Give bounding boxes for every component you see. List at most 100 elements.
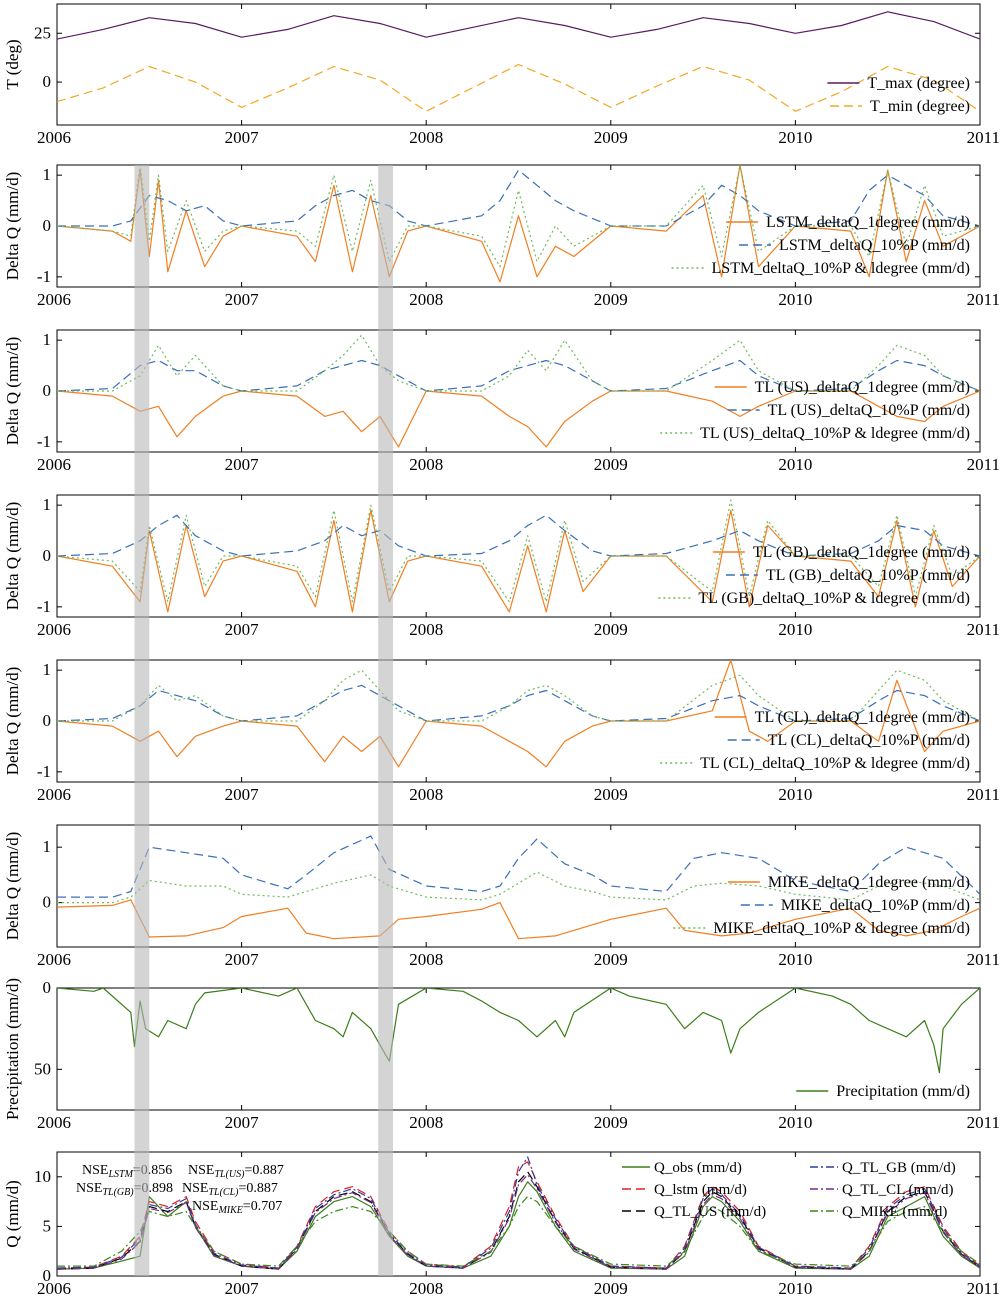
legend: Q_obs (mm/d) Q_lstm (mm/d) Q_TL_US (mm/d) Q… xyxy=(622,1160,956,1220)
y-axis-label: Delta Q (mm/d) xyxy=(3,172,22,281)
legend-label: TL (US)_deltaQ_1degree (mm/d) xyxy=(755,379,970,396)
series-line-5 xyxy=(57,1174,980,1270)
x-tick-label: 2009 xyxy=(594,620,628,639)
series-line-1 xyxy=(57,988,980,1074)
legend-label: LSTM_deltaQ_1degree (mm/d) xyxy=(766,214,970,231)
y-tick-label: 1 xyxy=(43,495,52,514)
legend-label: Q_TL_CL (mm/d) xyxy=(842,1182,954,1198)
x-tick-label: 2007 xyxy=(225,455,260,474)
x-tick-label: 2009 xyxy=(594,1113,628,1132)
x-tick-label: 2008 xyxy=(409,950,443,969)
x-tick-label: 2009 xyxy=(594,950,628,969)
legend: T_max (degree) T_min (degree) xyxy=(827,75,970,115)
legend-label: LSTM_deltaQ_10%P (mm/d) xyxy=(779,237,970,254)
x-tick-label: 2007 xyxy=(225,620,260,639)
y-tick-label: 0 xyxy=(43,711,52,730)
series-line-2 xyxy=(57,169,980,227)
x-tick-label: 2011 xyxy=(967,950,1000,969)
series-lines xyxy=(57,165,980,283)
highlight-band-2 xyxy=(378,165,393,1276)
legend-label: Q_TL_GB (mm/d) xyxy=(842,1160,956,1176)
y-axis-label: Precipitation (mm/d) xyxy=(3,978,22,1120)
x-tick-label: 2007 xyxy=(225,1113,260,1132)
y-tick-label: -1 xyxy=(37,432,51,451)
x-tick-label: 2011 xyxy=(967,1279,1000,1298)
x-tick-label: 2011 xyxy=(967,1113,1000,1132)
x-tick-label: 2011 xyxy=(967,455,1000,474)
x-tick-label: 2008 xyxy=(409,290,443,309)
y-tick-label: 1 xyxy=(43,330,52,349)
x-tick-label: 2008 xyxy=(409,455,443,474)
series-line-6 xyxy=(57,1195,980,1267)
x-tick-label: 2010 xyxy=(778,128,812,147)
x-tick-label: 2009 xyxy=(594,1279,628,1298)
x-tick-label: 2010 xyxy=(778,620,812,639)
x-tick-label: 2010 xyxy=(778,1113,812,1132)
series-line-1 xyxy=(57,390,980,448)
y-axis-label: Q (mm/d) xyxy=(3,1180,22,1248)
x-tick-label: 2007 xyxy=(225,1279,260,1298)
y-tick-label: 0 xyxy=(43,381,52,400)
series-line-3 xyxy=(57,499,980,603)
y-tick-label: 1 xyxy=(43,660,52,679)
x-tick-label: 2010 xyxy=(778,950,812,969)
nse-label: NSETL(GB)=0.898 xyxy=(76,1181,173,1198)
series-lines xyxy=(57,660,980,768)
y-axis-label: Delta Q (mm/d) xyxy=(3,832,22,941)
legend-label: Q_MIKE (mm/d) xyxy=(842,1204,947,1220)
nse-label: NSEMIKE=0.707 xyxy=(192,1199,282,1216)
y-axis-label: Delta Q (mm/d) xyxy=(3,502,22,611)
y-tick-label: 0 xyxy=(43,978,52,997)
x-tick-label: 2011 xyxy=(967,290,1000,309)
legend-label: T_max (degree) xyxy=(867,75,970,92)
x-tick-label: 2010 xyxy=(778,290,812,309)
legend-label: TL (US)_deltaQ_10%P & ldegree (mm/d) xyxy=(700,425,970,442)
y-axis-label: Delta Q (mm/d) xyxy=(3,667,22,776)
legend: Precipitation (mm/d) xyxy=(796,1083,970,1100)
x-tick-label: 2008 xyxy=(409,128,443,147)
panels: 2006 2007 2008 2009 2010 2011 0 25 T (deg) T_max … xyxy=(3,3,1000,1298)
x-tick-label: 2010 xyxy=(778,1279,812,1298)
series-line-2 xyxy=(57,359,980,392)
series-line-3 xyxy=(57,669,980,722)
x-tick-label: 2009 xyxy=(594,290,628,309)
legend-label: Precipitation (mm/d) xyxy=(836,1083,970,1100)
panel-5: 2006 2007 2008 2009 2010 2011 -1 0 1 Delta Q (mm/… xyxy=(3,659,1000,804)
series-lines xyxy=(57,988,980,1074)
panel-7: 2006 2007 2008 2009 2010 2011 0 50 Precipitation… xyxy=(3,978,1000,1132)
legend-label: TL (CL)_deltaQ_10%P & ldegree (mm/d) xyxy=(700,755,970,772)
y-axis-label: Delta Q (mm/d) xyxy=(3,337,22,446)
legend-label: Q_TL_US (mm/d) xyxy=(654,1204,766,1220)
y-tick-label: 50 xyxy=(34,1059,51,1078)
series-line-2 xyxy=(57,63,980,112)
panel-6: 2006 2007 2008 2009 2010 2011 0 1 Delta Q (mm/d)… xyxy=(3,824,1000,969)
plot-frame xyxy=(56,987,981,1111)
panel-1: 2006 2007 2008 2009 2010 2011 0 25 T (deg) T_max … xyxy=(3,3,1000,147)
y-tick-label: -1 xyxy=(37,762,51,781)
nse-label: NSELSTM=0.856 xyxy=(82,1163,172,1180)
legend-label: TL (CL)_deltaQ_10%P (mm/d) xyxy=(768,732,970,749)
plot-frame xyxy=(56,824,981,948)
series-line-2 xyxy=(57,684,980,722)
panel-4: 2006 2007 2008 2009 2010 2011 -1 0 1 Delta Q (mm/… xyxy=(3,494,1000,639)
legend-label: T_min (degree) xyxy=(870,98,970,115)
x-tick-label: 2008 xyxy=(409,620,443,639)
legend: TL (US)_deltaQ_1degree (mm/d) TL (US)_del… xyxy=(660,379,970,442)
x-tick-label: 2006 xyxy=(37,290,71,309)
y-tick-label: 10 xyxy=(34,1167,51,1186)
legend-label: Q_obs (mm/d) xyxy=(654,1160,742,1176)
x-tick-label: 2011 xyxy=(967,128,1000,147)
plot-frame xyxy=(56,1151,981,1277)
series-lines xyxy=(57,499,980,613)
series-lines xyxy=(57,835,980,940)
y-tick-label: 0 xyxy=(43,72,52,91)
x-tick-label: 2007 xyxy=(225,950,260,969)
legend: LSTM_deltaQ_1degree (mm/d) LSTM_deltaQ_10… xyxy=(671,214,970,277)
x-tick-label: 2008 xyxy=(409,785,443,804)
series-line-1 xyxy=(57,165,980,283)
nse-label: NSETL(CL)=0.887 xyxy=(182,1181,278,1198)
x-tick-label: 2008 xyxy=(409,1279,443,1298)
legend-label: MIKE_deltaQ_10%P & ldegree (mm/d) xyxy=(713,920,970,937)
panel-2: 2006 2007 2008 2009 2010 2011 -1 0 1 Delta Q (mm/… xyxy=(3,164,1000,309)
legend-label: TL (GB)_deltaQ_1degree (mm/d) xyxy=(753,544,970,561)
